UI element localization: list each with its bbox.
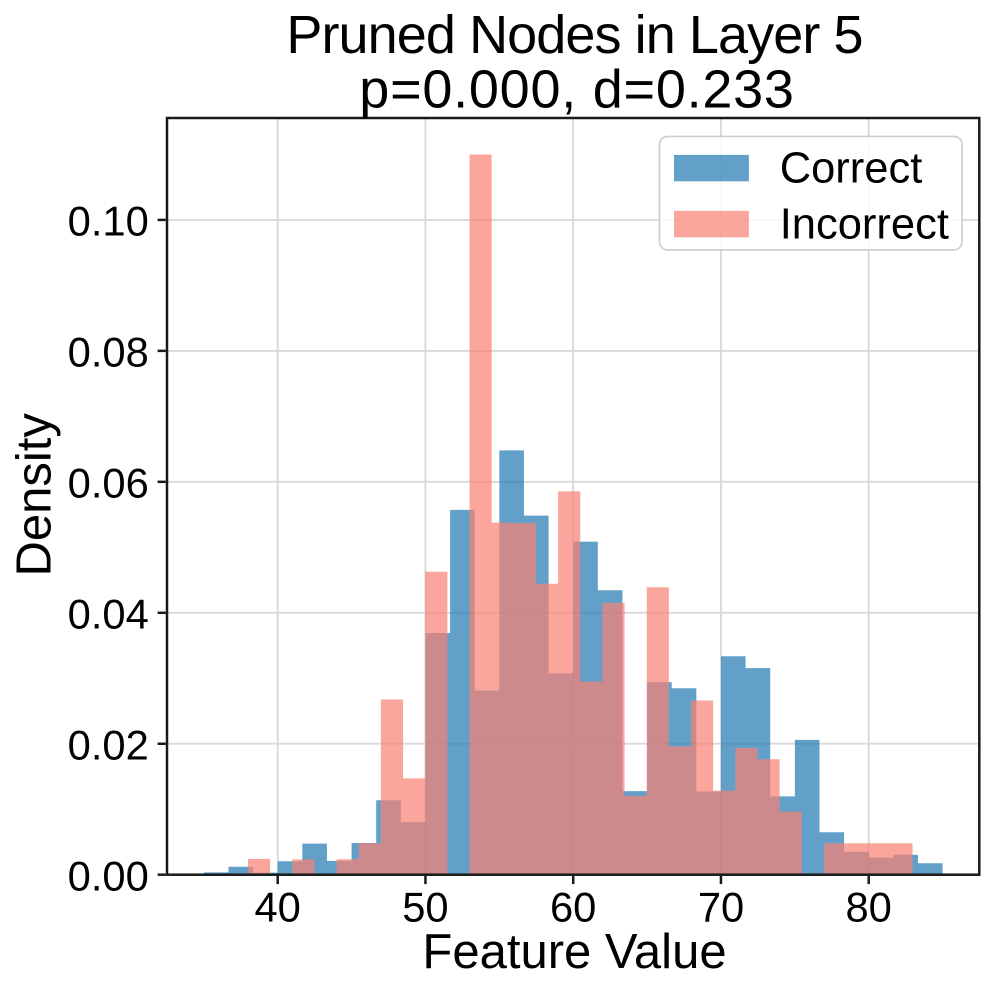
svg-text:70: 70: [698, 884, 744, 931]
svg-text:Pruned Nodes in Layer 5: Pruned Nodes in Layer 5: [286, 5, 862, 65]
svg-text:Correct: Correct: [780, 145, 923, 193]
svg-text:80: 80: [846, 884, 892, 931]
svg-text:Feature Value: Feature Value: [422, 925, 726, 979]
svg-text:50: 50: [402, 884, 448, 931]
svg-text:60: 60: [550, 884, 596, 931]
svg-text:0.00: 0.00: [68, 852, 149, 899]
svg-text:40: 40: [255, 884, 301, 931]
svg-text:0.04: 0.04: [68, 590, 149, 637]
svg-text:0.10: 0.10: [68, 198, 149, 245]
svg-text:0.08: 0.08: [68, 329, 149, 376]
svg-text:Density: Density: [8, 413, 62, 577]
svg-text:0.06: 0.06: [68, 459, 149, 506]
svg-text:p=0.000, d=0.233: p=0.000, d=0.233: [359, 60, 794, 120]
svg-text:Incorrect: Incorrect: [780, 201, 949, 249]
svg-text:0.02: 0.02: [68, 721, 149, 768]
